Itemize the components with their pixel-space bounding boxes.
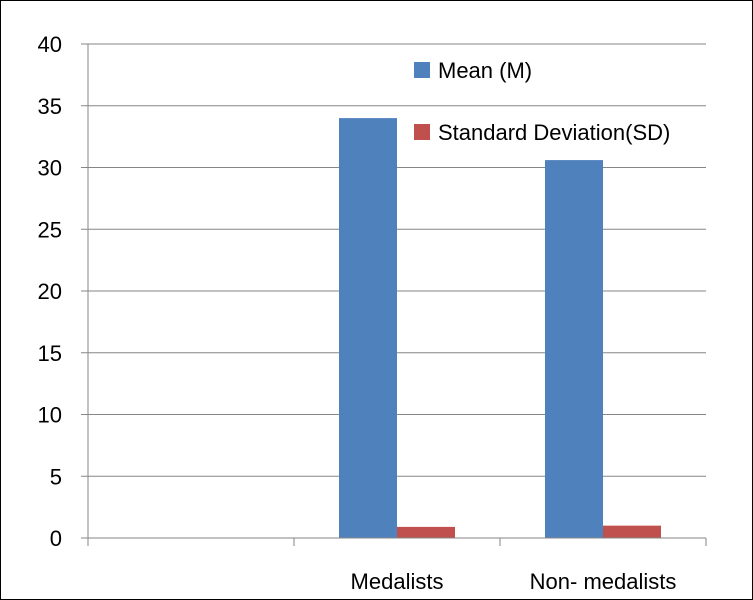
y-tick-label: 25 [38, 217, 62, 242]
bar-sd-2 [603, 525, 661, 538]
legend-swatch [414, 62, 430, 78]
y-tick-label: 5 [50, 464, 62, 489]
axes: 0 5 10 15 20 25 30 35 40 Medalists Non- medalists [38, 32, 707, 594]
y-tick-label: 15 [38, 341, 62, 366]
legend: Mean (M) Standard Deviation(SD) [414, 58, 670, 145]
x-category-label: Medalists [351, 569, 444, 594]
x-category-label: Non- medalists [530, 569, 677, 594]
bar-mean-2 [545, 160, 603, 538]
legend-label: Mean (M) [438, 58, 532, 83]
y-tick-label: 0 [50, 526, 62, 551]
bar-sd-1 [397, 526, 455, 538]
y-tick-label: 40 [38, 32, 62, 57]
bars [339, 118, 661, 538]
y-tick-label: 35 [38, 94, 62, 119]
y-tick-label: 10 [38, 403, 62, 428]
bar-mean-1 [339, 118, 397, 538]
y-tick-label: 20 [38, 279, 62, 304]
y-tick-label: 30 [38, 156, 62, 181]
legend-label: Standard Deviation(SD) [438, 120, 670, 145]
legend-swatch [414, 124, 430, 140]
